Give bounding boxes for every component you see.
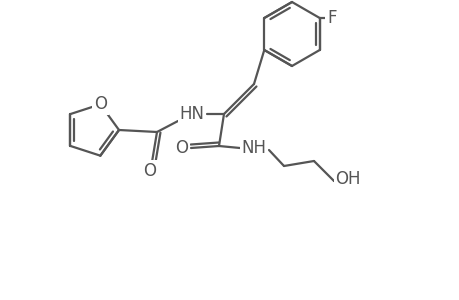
Text: O: O: [143, 162, 156, 180]
Text: F: F: [326, 9, 336, 27]
Text: HN: HN: [179, 105, 204, 123]
Text: NH: NH: [241, 139, 266, 157]
Text: OH: OH: [335, 170, 360, 188]
Text: O: O: [94, 95, 106, 113]
Text: O: O: [175, 139, 188, 157]
